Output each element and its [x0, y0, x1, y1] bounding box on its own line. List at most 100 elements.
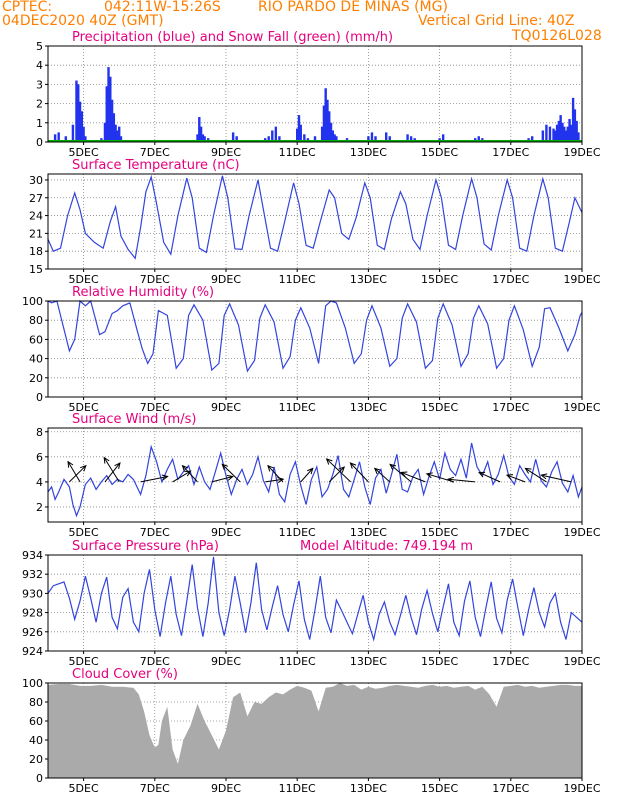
x-tick-label: 5DEC [69, 655, 99, 668]
precip-bar [71, 124, 75, 142]
wind-arrow [541, 474, 572, 483]
precip-bar [367, 136, 370, 142]
precip-bar [313, 136, 317, 142]
precip-bar [568, 118, 571, 142]
wind-arrow [350, 462, 369, 483]
y-tick-label: 4 [36, 59, 43, 72]
precip-bar [64, 136, 67, 142]
wind-arrow [267, 465, 284, 483]
y-tick-label: 21 [29, 227, 43, 240]
x-tick-label: 5DEC [69, 401, 99, 414]
wind-arrow [211, 476, 233, 483]
precip-bar [57, 132, 60, 142]
precip-bar [231, 132, 235, 142]
x-tick-label: 13DEC [350, 401, 387, 414]
wind-arrow [389, 463, 412, 483]
x-tick-label: 19DEC [563, 655, 600, 668]
precip-bar [328, 111, 331, 142]
x-tick-label: 19DEC [563, 273, 600, 286]
wind-arrow [426, 473, 454, 483]
panel-frame [47, 554, 583, 652]
precip-bar [77, 84, 80, 142]
wind-arrow [67, 461, 81, 483]
wind-arrow [140, 476, 168, 483]
panel-title: Surface Temperature (nC) [72, 158, 240, 173]
precip-bar [118, 126, 121, 142]
y-tick-label: 20 [29, 753, 43, 766]
precip-bar [335, 136, 338, 142]
precip-bar [297, 115, 301, 142]
precip-bar [103, 122, 107, 142]
y-tick-label: 30 [29, 174, 43, 187]
panel-title: Surface Pressure (hPa) [72, 539, 219, 554]
precip-bar [267, 136, 270, 142]
panel-title: Surface Wind (m/s) [72, 412, 196, 427]
precip-bar [541, 130, 545, 142]
wind-arrow-head [307, 467, 314, 475]
y-tick-label: 1 [36, 117, 43, 130]
precip-bar [109, 76, 112, 142]
precip-bar [271, 130, 274, 142]
x-tick-label: 17DEC [492, 146, 529, 159]
wind-arrow [401, 471, 426, 483]
y-tick-label: 60 [29, 333, 43, 346]
precip-bar [326, 99, 329, 142]
precip-bar [116, 130, 119, 142]
x-tick-label: 17DEC [492, 655, 529, 668]
x-tick-label: 13DEC [350, 782, 387, 795]
precip-bar [196, 134, 199, 142]
header-code: TQ0126L028 [512, 28, 602, 44]
wind-arrow [300, 468, 314, 483]
wind-arrow-head [184, 470, 192, 477]
precip-bar [555, 124, 559, 142]
precip-bar [274, 126, 278, 142]
y-tick-label: 0 [36, 136, 43, 149]
panel-3: Surface Wind (m/s) 2 4 6 8 5DEC 7DEC 9DEC 11DEC 1… [36, 412, 601, 539]
y-tick-label: 60 [29, 715, 43, 728]
precip-bar [477, 136, 480, 142]
wind-arrow-head [221, 463, 229, 471]
x-tick-label: 15DEC [421, 655, 458, 668]
wind-arrow-head [524, 467, 532, 474]
precip-bar [112, 113, 116, 142]
x-tick-label: 15DEC [421, 782, 458, 795]
y-tick-label: 100 [22, 295, 43, 308]
y-tick-label: 27 [29, 192, 43, 205]
wind-arrow-head [80, 464, 87, 472]
wind-arrow [104, 462, 121, 483]
x-tick-label: 9DEC [211, 526, 241, 539]
y-tick-label: 2 [36, 501, 43, 514]
x-tick-label: 11DEC [279, 401, 316, 414]
wind-arrow-head [267, 464, 274, 472]
precip-bar [374, 136, 377, 142]
precip-bar [575, 120, 578, 142]
y-tick-label: 924 [22, 645, 43, 658]
x-tick-label: 5DEC [69, 782, 99, 795]
x-tick-label: 7DEC [140, 273, 170, 286]
wind-arrow-head [114, 462, 121, 469]
wind-arrow [69, 465, 87, 483]
precip-bar [530, 136, 534, 142]
panel-title: Cloud Cover (%) [72, 667, 178, 682]
x-tick-label: 7DEC [140, 782, 170, 795]
wind-arrow [221, 463, 241, 483]
precip-bar [570, 124, 573, 142]
precip-bar [78, 101, 82, 142]
precip-bar [53, 134, 57, 142]
header-source: CPTEC: [2, 0, 53, 15]
panel-title: Precipitation (blue) and Snow Fall (gree… [72, 30, 393, 45]
wind-arrow [265, 478, 284, 483]
y-tick-label: 80 [29, 696, 43, 709]
precip-bar [199, 126, 203, 142]
y-tick-label: 934 [22, 549, 43, 562]
precip-bar [82, 126, 85, 142]
header-date: 04DEC2020 40Z (GMT) [2, 13, 164, 29]
x-tick-label: 9DEC [211, 401, 241, 414]
x-tick-label: 19DEC [563, 782, 600, 795]
x-tick-label: 5DEC [69, 273, 99, 286]
header-location: RIO PARDO DE MINAS (MG) [258, 0, 448, 15]
precip-bar [119, 136, 123, 142]
precip-bar [329, 122, 333, 142]
x-tick-label: 5DEC [69, 146, 99, 159]
